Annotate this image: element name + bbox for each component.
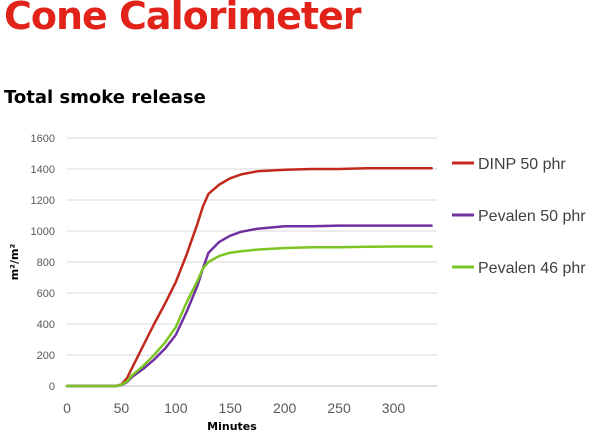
y-tick-label: 600 [37, 288, 55, 300]
x-tick-label: 300 [382, 400, 406, 416]
x-tick-label: 150 [219, 400, 243, 416]
x-axis-label: Minutes [207, 420, 257, 433]
y-tick-label: 0 [49, 381, 55, 393]
y-tick-label: 1400 [31, 164, 55, 176]
x-tick-label: 100 [164, 400, 188, 416]
series-line-3 [65, 245, 433, 388]
chart-subtitle: Total smoke release [4, 87, 206, 108]
y-tick-label: 800 [37, 257, 55, 269]
y-axis-label: m²/m² [8, 244, 21, 281]
x-tick-label: 250 [327, 400, 351, 416]
gridlines [67, 137, 437, 356]
legend-label: Pevalen 46 phr [478, 260, 586, 277]
x-tick-labels: 0 50 100 150 200 250 300 [63, 400, 405, 416]
legend-label: DINP 50 phr [478, 156, 566, 173]
series-line-1 [65, 166, 433, 388]
page-title: Cone Calorimeter [4, 0, 362, 38]
y-tick-label: 400 [37, 319, 55, 331]
legend: DINP 50 phr Pevalen 50 phr Pevalen 46 phr [452, 156, 586, 277]
x-tick-label: 200 [273, 400, 297, 416]
y-tick-labels: 0 200 400 600 800 1000 1200 1400 1600 [31, 133, 55, 393]
series-lines [65, 166, 433, 388]
legend-label: Pevalen 50 phr [478, 208, 586, 225]
x-tick-label: 50 [114, 400, 130, 416]
x-tick-label: 0 [63, 400, 71, 416]
y-tick-label: 1200 [31, 195, 55, 207]
y-tick-label: 200 [37, 350, 55, 362]
y-tick-label: 1000 [31, 226, 55, 238]
y-tick-label: 1600 [31, 133, 55, 145]
